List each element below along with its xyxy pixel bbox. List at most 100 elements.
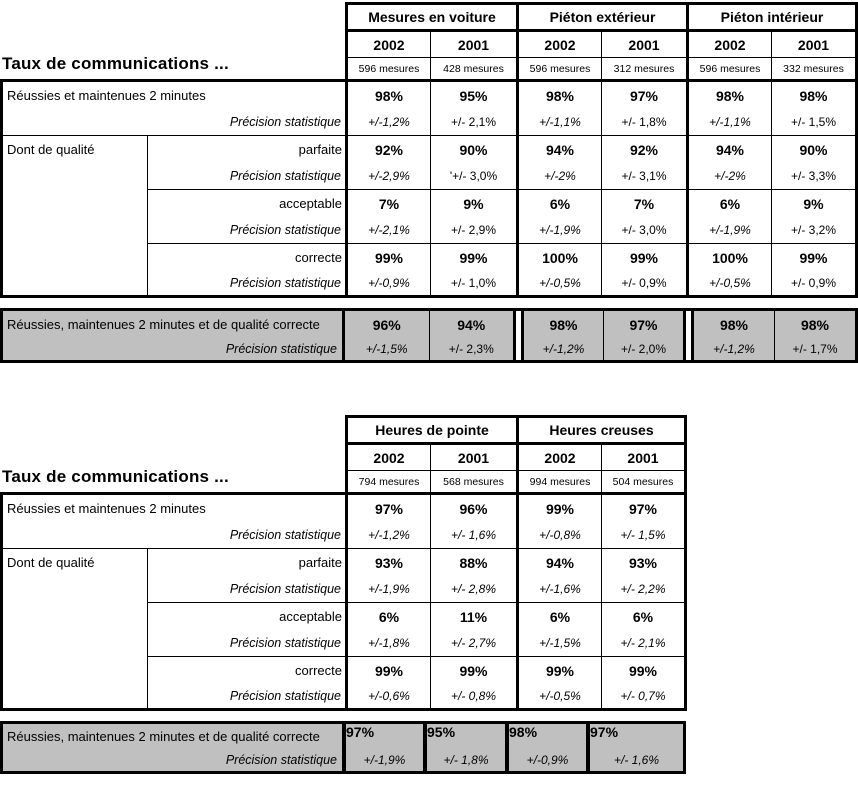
table-title: Taux de communications ... [0,32,345,82]
value-cell: 100% [686,244,771,271]
summary-value: 98% [509,724,538,740]
value-cell: 7% [601,190,686,217]
value-cell: 99% [430,657,516,684]
precision-cell: +/-1,9% [345,576,430,603]
precision-cell: +/-1,1% [516,109,601,136]
sample-count: 568 mesures [430,471,516,495]
precision-cell: +/- 3,0% [601,217,686,244]
summary-cell: 98% +/-0,9% [505,724,586,771]
value-cell: 99% [771,244,858,271]
group-header: Heures de pointe [345,415,516,445]
precision-cell: +/-2,1% [345,217,430,244]
summary-precision: +/- 1,7% [792,342,838,356]
year-header: 2001 [430,445,516,471]
value-cell: 94% [516,136,601,163]
precision-cell: +/-2% [516,163,601,190]
precision-label: Précision statistique [148,576,345,603]
table-communications-by-location: Mesures en voiture Piéton extérieur Piét… [0,2,858,298]
row-label: Réussies et maintenues 2 minutes [0,82,345,109]
value-cell: 97% [601,495,687,522]
value-cell: 97% [345,495,430,522]
precision-cell: +/- 0,9% [771,271,858,298]
value-cell: 88% [430,549,516,576]
summary-precision-label: Précision statistique [225,753,337,767]
quality-sublabel: parfaite [298,555,342,570]
summary-value: 96% [372,316,401,333]
summary-cell: 97% +/-1,9% [342,724,423,771]
summary-value: 98% [800,316,830,333]
sample-count: 596 mesures [686,58,771,82]
summary-value: 97% [346,724,375,740]
precision-cell: +/-0,5% [516,271,601,298]
precision-cell: +/- 2,1% [430,109,516,136]
summary-gap [686,311,691,360]
year-header: 2001 [601,445,687,471]
summary-cell: 96% +/-1,5% [345,311,429,360]
year-header: 2001 [430,32,516,58]
precision-cell: +/- 1,0% [430,271,516,298]
value-cell: 98% [686,82,771,109]
value-cell: 6% [345,603,430,630]
year-header: 2002 [686,32,771,58]
precision-cell: +/-1,9% [516,217,601,244]
summary-cell: 98% +/-1,2% [694,311,774,360]
value-cell: 98% [771,82,858,109]
summary-gap [516,311,521,360]
sample-count: 428 mesures [430,58,516,82]
quality-sublabel: parfaite [298,142,342,157]
precision-cell: +/-1,6% [516,576,601,603]
group-header: Piéton intérieur [686,2,858,32]
summary-row-location: Réussies, maintenues 2 minutes et de qua… [0,308,858,363]
value-cell: 6% [516,603,601,630]
summary-group-box: 98% +/-1,2% 97% +/- 2,0% [521,311,686,360]
value-cell: 98% [345,82,430,109]
year-header: 2001 [601,32,686,58]
value-cell: 92% [345,136,430,163]
value-cell: 99% [601,657,687,684]
table-title: Taux de communications ... [0,445,345,495]
summary-row-hours: Réussies, maintenues 2 minutes et de qua… [0,721,686,774]
row-label: Réussies et maintenues 2 minutes [0,495,345,522]
value-cell: 93% [345,549,430,576]
precision-cell: +/- 2,8% [430,576,516,603]
summary-value: 98% [549,316,578,333]
summary-value: 97% [590,724,619,740]
summary-cell: 94% +/- 2,3% [428,311,514,360]
summary-value: 95% [427,724,456,740]
precision-cell: +/-1,5% [516,630,601,657]
year-header: 2002 [345,445,430,471]
value-cell: 7% [345,190,430,217]
precision-cell: +/- 3,3% [771,163,858,190]
precision-cell: +/- 2,9% [430,217,516,244]
sample-count: 596 mesures [516,58,601,82]
precision-cell: +/-1,1% [686,109,771,136]
summary-precision: +/- 2,3% [448,342,494,356]
sample-count: 794 mesures [345,471,430,495]
quality-label: Dont de qualité [0,136,148,298]
value-cell: 9% [771,190,858,217]
value-cell: 99% [430,244,516,271]
year-header: 2002 [516,32,601,58]
summary-precision: +/-0,9% [526,753,569,767]
precision-cell: +/- 2,7% [430,630,516,657]
value-cell: 93% [601,549,687,576]
precision-cell: +/- 3,2% [771,217,858,244]
summary-group-box: 96% +/-1,5% 94% +/- 2,3% [345,311,516,360]
value-cell: 98% [516,82,601,109]
year-header: 2002 [345,32,430,58]
value-cell: 9% [430,190,516,217]
group-header: Mesures en voiture [345,2,516,32]
group-header: Piéton extérieur [516,2,686,32]
precision-label: Précision statistique [148,163,345,190]
value-cell: 95% [430,82,516,109]
value-cell: 11% [430,603,516,630]
value-cell: 94% [686,136,771,163]
summary-cell: 95% +/- 1,8% [423,724,505,771]
summary-precision: +/-1,5% [365,342,408,356]
quality-sublabel: acceptable [279,609,342,624]
precision-cell: +/- 1,6% [430,522,516,549]
year-header: 2002 [516,445,601,471]
summary-precision: +/-1,2% [713,342,755,356]
precision-label: Précision statistique [0,522,345,549]
